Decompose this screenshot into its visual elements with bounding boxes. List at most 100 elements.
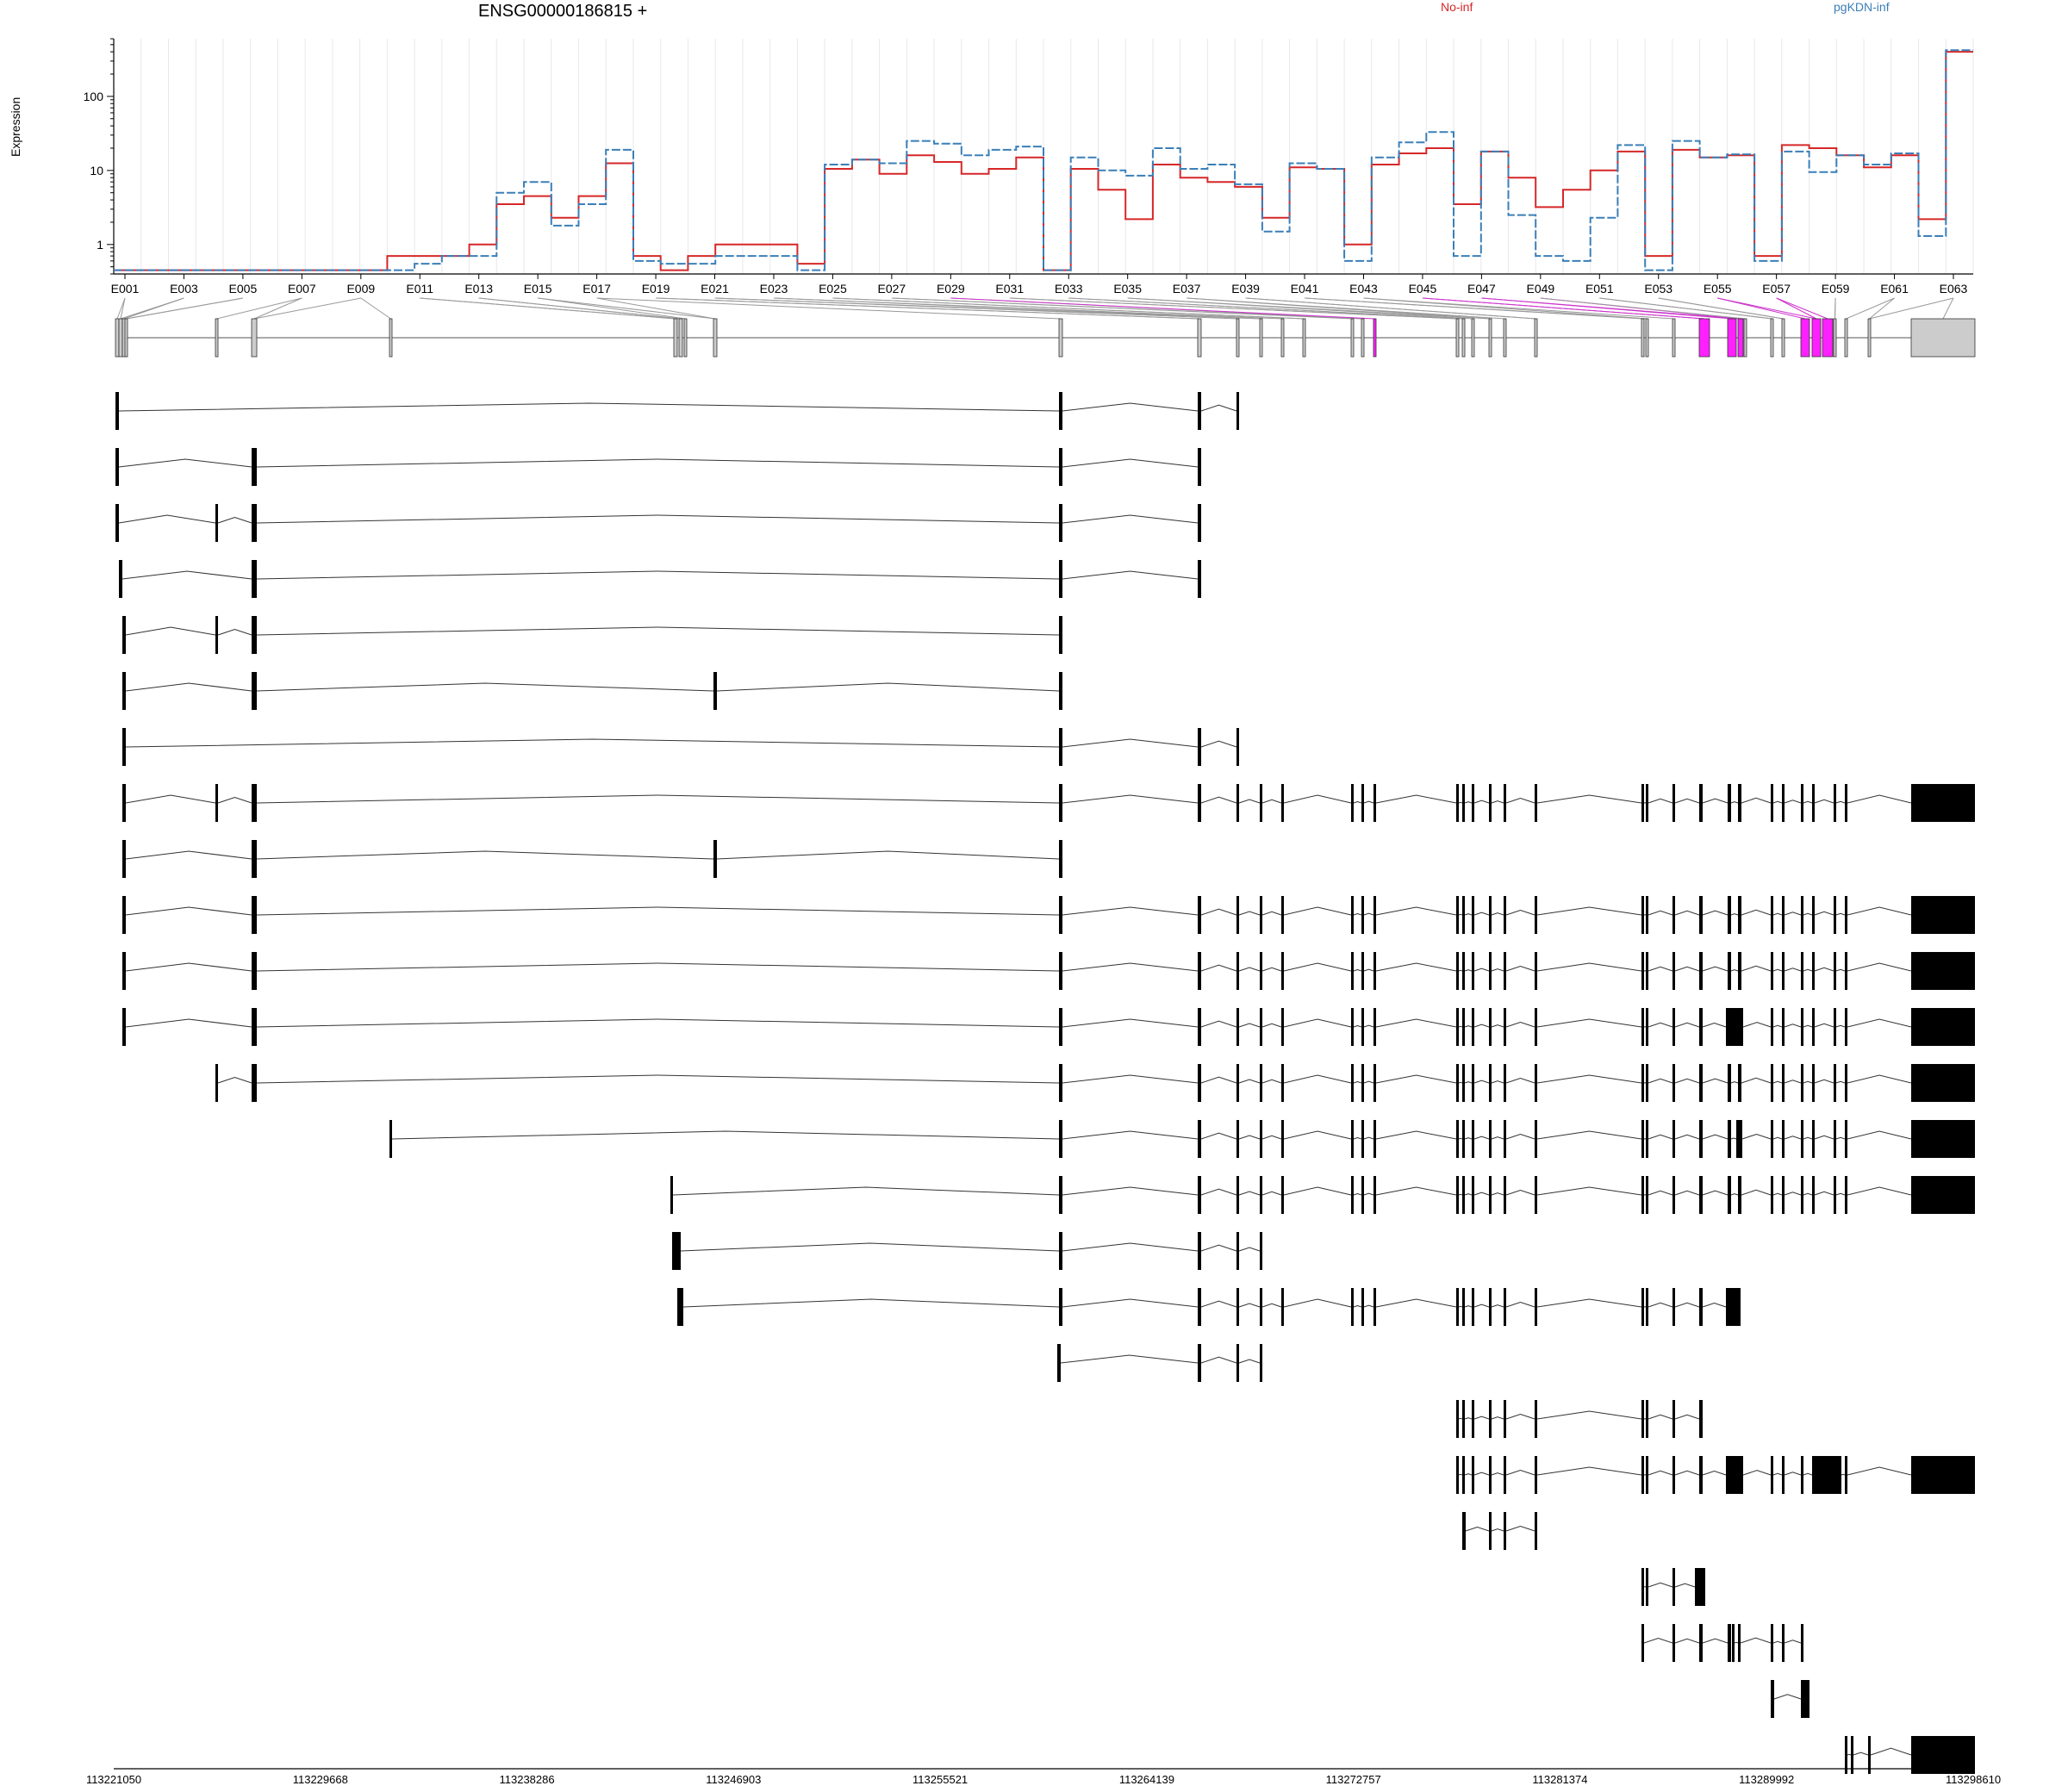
transcript-intron xyxy=(1702,1190,1729,1196)
transcript-exon xyxy=(1641,1456,1644,1494)
genomic-tick-label: 113264139 xyxy=(1119,1773,1174,1786)
transcript-exon xyxy=(1738,1064,1741,1102)
transcript-intron xyxy=(1784,1472,1802,1476)
transcript-intron xyxy=(1835,1024,1846,1028)
exon-connector xyxy=(1363,297,1674,320)
transcript-exon xyxy=(1641,1568,1644,1606)
transcript-exon xyxy=(1059,896,1062,934)
transcript-exon xyxy=(1260,1232,1262,1270)
transcript-exon xyxy=(1236,1232,1239,1270)
transcript-exon xyxy=(1728,896,1731,934)
transcript-exon xyxy=(1771,1064,1773,1102)
transcript-exon xyxy=(1373,1288,1376,1326)
transcript-intron xyxy=(1238,1359,1261,1364)
gene-exon xyxy=(1350,318,1355,358)
transcript-intron xyxy=(1803,1136,1813,1140)
transcript-intron xyxy=(1353,1080,1362,1084)
gene-exon xyxy=(215,318,219,358)
gene-exon xyxy=(1361,318,1365,358)
transcript-exon xyxy=(1456,1400,1459,1438)
transcript-intron xyxy=(1772,1192,1783,1196)
transcript-exon xyxy=(1646,896,1648,934)
transcript-exon xyxy=(1771,1624,1773,1662)
transcript-intron xyxy=(1353,912,1362,916)
transcript-exon xyxy=(1535,1008,1537,1046)
transcript-row xyxy=(122,728,1239,766)
transcript-exon xyxy=(1198,1176,1201,1214)
transcript-intron xyxy=(1772,968,1783,972)
transcript-exon xyxy=(252,952,257,990)
transcript-exon xyxy=(1535,952,1537,990)
transcript-intron xyxy=(1648,1190,1673,1196)
transcript-exon xyxy=(1504,1456,1506,1494)
transcript-intron xyxy=(1375,1298,1457,1308)
exon-connector xyxy=(126,297,243,320)
exon-label: E063 xyxy=(1940,282,1968,296)
gene-exon xyxy=(1197,318,1202,358)
transcript-exon xyxy=(1281,1176,1284,1214)
transcript-intron xyxy=(1674,910,1700,916)
transcript-exon xyxy=(1845,952,1847,990)
exon-label: E025 xyxy=(819,282,847,296)
exon-label: E051 xyxy=(1585,282,1614,296)
transcript-exon xyxy=(1911,896,1975,934)
transcript-intron xyxy=(1674,966,1700,972)
transcript-exon xyxy=(1236,784,1239,822)
transcript-exon xyxy=(1456,1120,1459,1158)
transcript-exon xyxy=(1672,896,1675,934)
transcript-exon xyxy=(1646,1064,1648,1102)
transcript-intron xyxy=(1062,458,1199,468)
exon-connector xyxy=(1776,297,1828,320)
transcript-exon xyxy=(1812,1008,1815,1046)
transcript-intron xyxy=(1505,1021,1535,1028)
genomic-axis: 113221050 113229668 113238286 113246903 1132… xyxy=(86,1768,2001,1786)
transcript-exon xyxy=(1699,1456,1703,1494)
exon-connector xyxy=(1068,297,1464,320)
transcript-intron xyxy=(1702,1302,1727,1308)
transcript-exon xyxy=(1812,952,1815,990)
transcript-exon xyxy=(1834,784,1836,822)
transcript-exon xyxy=(1845,1120,1847,1158)
transcript-intron xyxy=(1238,1079,1261,1084)
exon-connector xyxy=(832,297,1305,320)
transcript-intron xyxy=(680,1242,1060,1252)
exon-label: E021 xyxy=(701,282,729,296)
transcript-exon xyxy=(1059,1120,1062,1158)
transcript-intron xyxy=(1464,801,1473,804)
transcript-exon xyxy=(1672,1400,1675,1438)
transcript-intron xyxy=(256,514,1060,524)
transcript-intron xyxy=(125,1018,252,1028)
transcript-intron xyxy=(1835,1192,1846,1196)
transcript-exon xyxy=(1771,1680,1774,1718)
transcript-exon xyxy=(1198,1288,1201,1326)
transcript-intron xyxy=(1702,798,1729,804)
transcript-exon xyxy=(1535,1176,1537,1214)
transcript-exon xyxy=(1646,1120,1648,1158)
exon-label: E037 xyxy=(1173,282,1201,296)
transcript-exon xyxy=(670,1176,673,1214)
gene-exon xyxy=(1727,318,1737,358)
transcript-exon xyxy=(1782,1176,1785,1214)
transcript-exon xyxy=(1504,896,1506,934)
transcript-intron xyxy=(217,796,252,804)
transcript-exon xyxy=(1699,1624,1703,1662)
transcript-exon xyxy=(1059,1064,1062,1102)
transcript-exon xyxy=(1736,1120,1742,1158)
transcript-exon xyxy=(1504,784,1506,822)
transcript-exon xyxy=(1771,1120,1773,1158)
gene-exon xyxy=(1672,318,1676,358)
exon-label: E039 xyxy=(1231,282,1260,296)
y-tick-label: 1 xyxy=(97,238,103,252)
transcript-exon xyxy=(1782,1008,1785,1046)
transcript-intron xyxy=(1458,801,1463,804)
transcript-intron xyxy=(1062,794,1199,804)
transcript-intron xyxy=(1375,1186,1457,1196)
transcript-intron xyxy=(1464,1473,1473,1476)
transcript-intron xyxy=(1458,913,1463,916)
transcript-intron xyxy=(1200,1132,1237,1140)
transcript-exon xyxy=(1834,1008,1836,1046)
transcript-exon xyxy=(1462,1064,1465,1102)
transcript-intron xyxy=(1853,1752,1869,1756)
transcript-exon xyxy=(1911,1064,1975,1102)
transcript-exon xyxy=(1281,1120,1284,1158)
